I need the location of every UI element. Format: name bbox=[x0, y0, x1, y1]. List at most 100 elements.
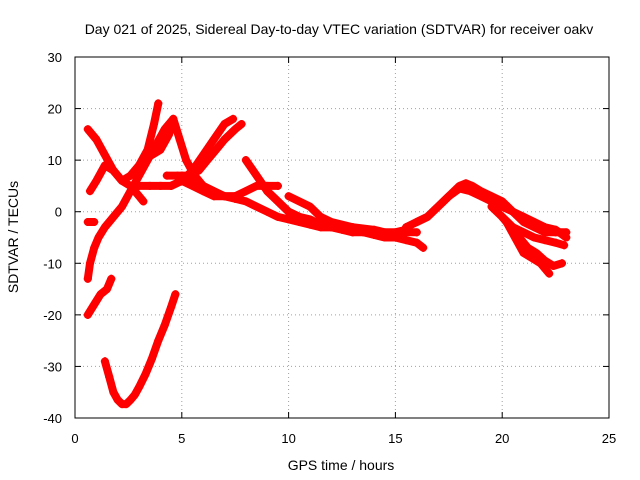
data-point-marker bbox=[455, 181, 464, 190]
data-point-marker bbox=[147, 150, 156, 159]
data-point-marker bbox=[273, 212, 282, 221]
data-point-marker bbox=[316, 212, 325, 221]
y-tick-label: 30 bbox=[48, 50, 62, 65]
data-point-marker bbox=[203, 156, 212, 165]
data-point-marker bbox=[117, 176, 126, 185]
data-point-marker bbox=[85, 259, 94, 268]
data-point-marker bbox=[100, 161, 109, 170]
data-point-marker bbox=[135, 171, 144, 180]
series-track-14 bbox=[284, 192, 411, 237]
data-point-marker bbox=[92, 176, 101, 185]
data-point-marker bbox=[502, 218, 511, 227]
data-point-marker bbox=[126, 171, 135, 180]
x-tick-label: 15 bbox=[388, 431, 402, 446]
data-point-marker bbox=[551, 238, 560, 247]
data-point-marker bbox=[540, 223, 549, 232]
data-point-marker bbox=[412, 218, 421, 227]
data-point-marker bbox=[135, 192, 144, 201]
data-point-marker bbox=[150, 120, 159, 129]
y-tick-label: 0 bbox=[55, 205, 62, 220]
series-line bbox=[502, 218, 554, 278]
data-point-marker bbox=[188, 176, 197, 185]
data-point-marker bbox=[284, 192, 293, 201]
data-point-marker bbox=[305, 202, 314, 211]
data-point-marker bbox=[273, 181, 282, 190]
data-point-marker bbox=[103, 285, 112, 294]
data-point-marker bbox=[220, 192, 229, 201]
series-track-16 bbox=[412, 179, 571, 237]
series-line bbox=[83, 274, 116, 319]
data-point-marker bbox=[532, 248, 541, 257]
data-points bbox=[83, 99, 571, 409]
data-point-marker bbox=[90, 300, 99, 309]
data-point-marker bbox=[139, 156, 148, 165]
series-line bbox=[412, 179, 571, 237]
data-point-marker bbox=[171, 290, 180, 299]
series-line bbox=[86, 99, 163, 196]
data-point-marker bbox=[263, 207, 272, 216]
data-point-marker bbox=[167, 303, 176, 312]
data-point-marker bbox=[419, 243, 428, 252]
data-point-marker bbox=[316, 220, 325, 229]
data-point-marker bbox=[109, 388, 118, 397]
data-point-marker bbox=[241, 156, 250, 165]
data-point-marker bbox=[263, 187, 272, 196]
data-point-marker bbox=[199, 181, 208, 190]
data-point-marker bbox=[305, 215, 314, 224]
data-point-marker bbox=[156, 145, 165, 154]
data-point-marker bbox=[83, 125, 92, 134]
data-point-marker bbox=[105, 372, 114, 381]
data-point-marker bbox=[154, 336, 163, 345]
data-point-marker bbox=[141, 370, 150, 379]
data-point-marker bbox=[156, 181, 165, 190]
data-point-marker bbox=[468, 181, 477, 190]
data-point-marker bbox=[231, 194, 240, 203]
data-point-marker bbox=[220, 120, 229, 129]
data-point-marker bbox=[545, 269, 554, 278]
y-tick-label: -30 bbox=[43, 359, 62, 374]
data-point-marker bbox=[370, 225, 379, 234]
y-tick-label: 10 bbox=[48, 153, 62, 168]
data-point-marker bbox=[536, 259, 545, 268]
data-point-marker bbox=[562, 233, 571, 242]
data-point-marker bbox=[528, 254, 537, 263]
data-point-marker bbox=[194, 166, 203, 175]
data-point-marker bbox=[83, 310, 92, 319]
data-point-marker bbox=[147, 354, 156, 363]
data-point-marker bbox=[423, 212, 432, 221]
data-point-marker bbox=[519, 212, 528, 221]
data-point-marker bbox=[107, 274, 116, 283]
data-point-marker bbox=[100, 223, 109, 232]
data-point-marker bbox=[231, 125, 240, 134]
data-point-marker bbox=[549, 261, 558, 270]
data-point-marker bbox=[241, 187, 250, 196]
data-point-marker bbox=[113, 395, 122, 404]
x-tick-label: 0 bbox=[71, 431, 78, 446]
data-point-marker bbox=[461, 179, 470, 188]
data-point-marker bbox=[348, 223, 357, 232]
data-point-marker bbox=[164, 130, 173, 139]
data-point-marker bbox=[241, 197, 250, 206]
x-tick-label: 25 bbox=[602, 431, 616, 446]
series-track-20 bbox=[519, 212, 571, 242]
data-point-marker bbox=[530, 233, 539, 242]
data-point-marker bbox=[284, 207, 293, 216]
data-point-marker bbox=[126, 395, 135, 404]
series-track-6 bbox=[100, 290, 180, 409]
data-point-marker bbox=[519, 228, 528, 237]
data-point-marker bbox=[154, 99, 163, 108]
data-point-marker bbox=[100, 150, 109, 159]
data-point-marker bbox=[92, 135, 101, 144]
data-point-marker bbox=[273, 197, 282, 206]
data-point-marker bbox=[560, 241, 569, 250]
series-track-5 bbox=[83, 274, 116, 319]
data-point-marker bbox=[211, 145, 220, 154]
data-point-marker bbox=[237, 120, 246, 129]
data-point-marker bbox=[139, 197, 148, 206]
data-point-marker bbox=[380, 228, 389, 237]
data-point-marker bbox=[558, 259, 567, 268]
data-point-marker bbox=[220, 135, 229, 144]
x-tick-label: 5 bbox=[178, 431, 185, 446]
data-point-marker bbox=[209, 135, 218, 144]
